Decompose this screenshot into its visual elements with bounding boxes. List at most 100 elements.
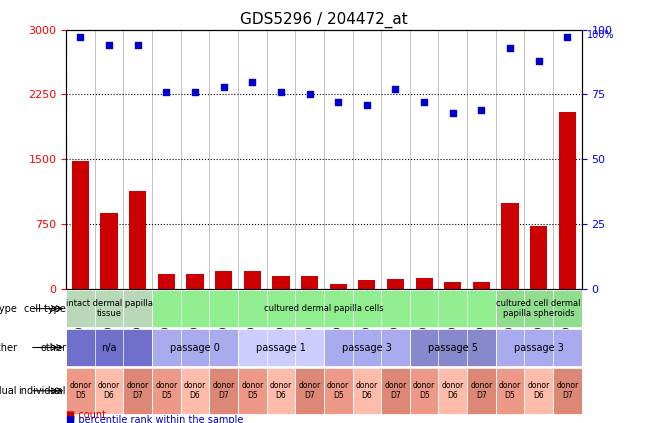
Point [218,83,229,90]
Bar [215,271,232,289]
Text: individual: individual [19,386,66,396]
Text: cell type: cell type [0,304,17,313]
Bar [158,274,175,289]
FancyBboxPatch shape [524,368,553,414]
Text: donor
D5: donor D5 [413,381,435,401]
Bar [502,203,519,289]
Text: cultured dermal papilla cells: cultured dermal papilla cells [264,304,383,313]
Point [362,102,372,108]
FancyBboxPatch shape [438,368,467,414]
Text: donor
D7: donor D7 [299,381,321,401]
Bar [244,271,261,289]
FancyBboxPatch shape [238,368,266,414]
Text: donor
D6: donor D6 [270,381,292,401]
Point [476,107,486,113]
Text: donor
D6: donor D6 [98,381,120,401]
Title: GDS5296 / 204472_at: GDS5296 / 204472_at [240,12,408,28]
Bar [473,282,490,289]
Text: passage 1: passage 1 [256,343,306,352]
Point [190,88,200,95]
Text: donor
D5: donor D5 [69,381,91,401]
Text: donor
D6: donor D6 [356,381,378,401]
Text: donor
D5: donor D5 [155,381,177,401]
Text: donor
D5: donor D5 [499,381,521,401]
Bar [330,284,347,289]
FancyBboxPatch shape [553,368,582,414]
Point [562,34,572,41]
Bar [387,279,404,289]
Text: donor
D5: donor D5 [327,381,349,401]
Text: donor
D7: donor D7 [127,381,149,401]
FancyBboxPatch shape [66,290,152,327]
FancyBboxPatch shape [152,329,238,366]
Bar [72,161,89,289]
FancyBboxPatch shape [124,368,152,414]
Text: passage 3: passage 3 [342,343,392,352]
Bar [272,276,290,289]
Text: individual: individual [0,386,17,396]
Bar [129,191,146,289]
FancyBboxPatch shape [95,368,124,414]
Point [132,42,143,49]
Text: donor
D7: donor D7 [213,381,235,401]
Text: ■ count: ■ count [66,409,106,420]
FancyBboxPatch shape [66,368,95,414]
Text: n/a: n/a [101,343,117,352]
FancyBboxPatch shape [324,329,410,366]
FancyBboxPatch shape [381,368,410,414]
FancyBboxPatch shape [180,368,210,414]
Text: passage 3: passage 3 [514,343,564,352]
Point [390,86,401,93]
FancyBboxPatch shape [66,329,152,366]
FancyBboxPatch shape [496,368,524,414]
Text: intact dermal papilla
tissue: intact dermal papilla tissue [65,299,153,318]
FancyBboxPatch shape [324,368,352,414]
Text: donor
D6: donor D6 [442,381,464,401]
Point [161,88,172,95]
Point [505,44,516,51]
Text: cell type: cell type [24,304,66,313]
FancyBboxPatch shape [266,368,295,414]
Text: donor
D7: donor D7 [557,381,578,401]
Bar [100,213,118,289]
Bar [530,226,547,289]
Point [247,78,258,85]
FancyBboxPatch shape [496,290,582,327]
Text: ■ percentile rank within the sample: ■ percentile rank within the sample [66,415,243,423]
FancyBboxPatch shape [410,368,438,414]
Point [276,88,286,95]
Text: cultured cell dermal
papilla spheroids: cultured cell dermal papilla spheroids [496,299,581,318]
Text: donor
D6: donor D6 [184,381,206,401]
Point [75,34,86,41]
Point [447,109,458,116]
Bar [358,280,375,289]
Bar [559,112,576,289]
Point [419,99,430,106]
FancyBboxPatch shape [352,368,381,414]
Bar [301,276,318,289]
FancyBboxPatch shape [152,290,496,327]
Point [304,91,315,98]
FancyBboxPatch shape [295,368,324,414]
Bar [186,274,204,289]
FancyBboxPatch shape [496,329,582,366]
Text: other: other [40,343,66,352]
Text: passage 0: passage 0 [170,343,220,352]
Text: other: other [0,343,17,352]
Text: donor
D6: donor D6 [527,381,550,401]
Point [104,42,114,49]
Text: donor
D5: donor D5 [241,381,263,401]
FancyBboxPatch shape [467,368,496,414]
Bar [444,282,461,289]
FancyBboxPatch shape [238,329,324,366]
Bar [416,278,433,289]
Point [533,58,544,64]
FancyBboxPatch shape [410,329,496,366]
FancyBboxPatch shape [210,368,238,414]
Text: donor
D7: donor D7 [471,381,492,401]
Text: passage 5: passage 5 [428,343,478,352]
Text: donor
D7: donor D7 [385,381,407,401]
Point [333,99,344,106]
Text: 100%: 100% [587,30,614,40]
FancyBboxPatch shape [152,368,180,414]
